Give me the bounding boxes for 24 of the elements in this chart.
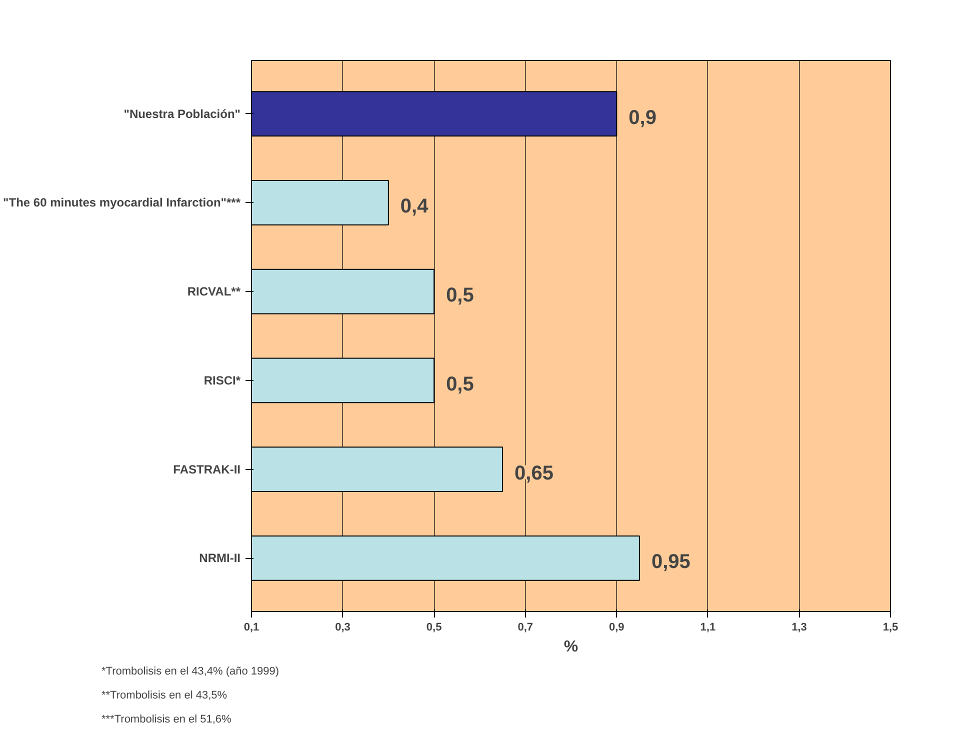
x-tick-label: 0,3 bbox=[335, 622, 350, 634]
y-tick-label: FASTRAK-II bbox=[173, 462, 241, 476]
x-tick-label: 0,9 bbox=[608, 622, 624, 634]
data-label: 0,95 bbox=[651, 551, 690, 574]
data-label: 0,65 bbox=[514, 462, 554, 484]
x-tick-label: 1,3 bbox=[792, 622, 807, 634]
x-tick-label: 0,1 bbox=[244, 622, 260, 634]
data-label: 0,5 bbox=[446, 373, 474, 396]
x-tick-label: 0,5 bbox=[426, 622, 442, 634]
y-tick-label: NRMI-II bbox=[199, 551, 240, 566]
y-tick-label: "The 60 minutes myocardial Infarction"*** bbox=[3, 196, 241, 210]
y-tick-label: RICVAL** bbox=[187, 284, 241, 299]
text: *Trombolisis en el 43,4% (año 1999) bbox=[102, 666, 280, 678]
x-tick-label: 1,1 bbox=[700, 622, 716, 634]
data-label: 0,9 bbox=[628, 106, 656, 129]
x-tick-label: 1,5 bbox=[882, 622, 898, 634]
y-tick-label: "Nuestra Población" bbox=[124, 106, 241, 121]
data-label: 0,4 bbox=[400, 196, 430, 218]
data-label: 0,5 bbox=[446, 284, 474, 307]
text: **Trombolisis en el 43,5% bbox=[102, 690, 228, 702]
x-axis-title: % bbox=[564, 638, 578, 656]
text: ***Trombolisis en el 51,6% bbox=[102, 714, 232, 726]
x-tick-label: 0,7 bbox=[518, 622, 534, 634]
y-tick-label: RISCI* bbox=[204, 373, 241, 388]
